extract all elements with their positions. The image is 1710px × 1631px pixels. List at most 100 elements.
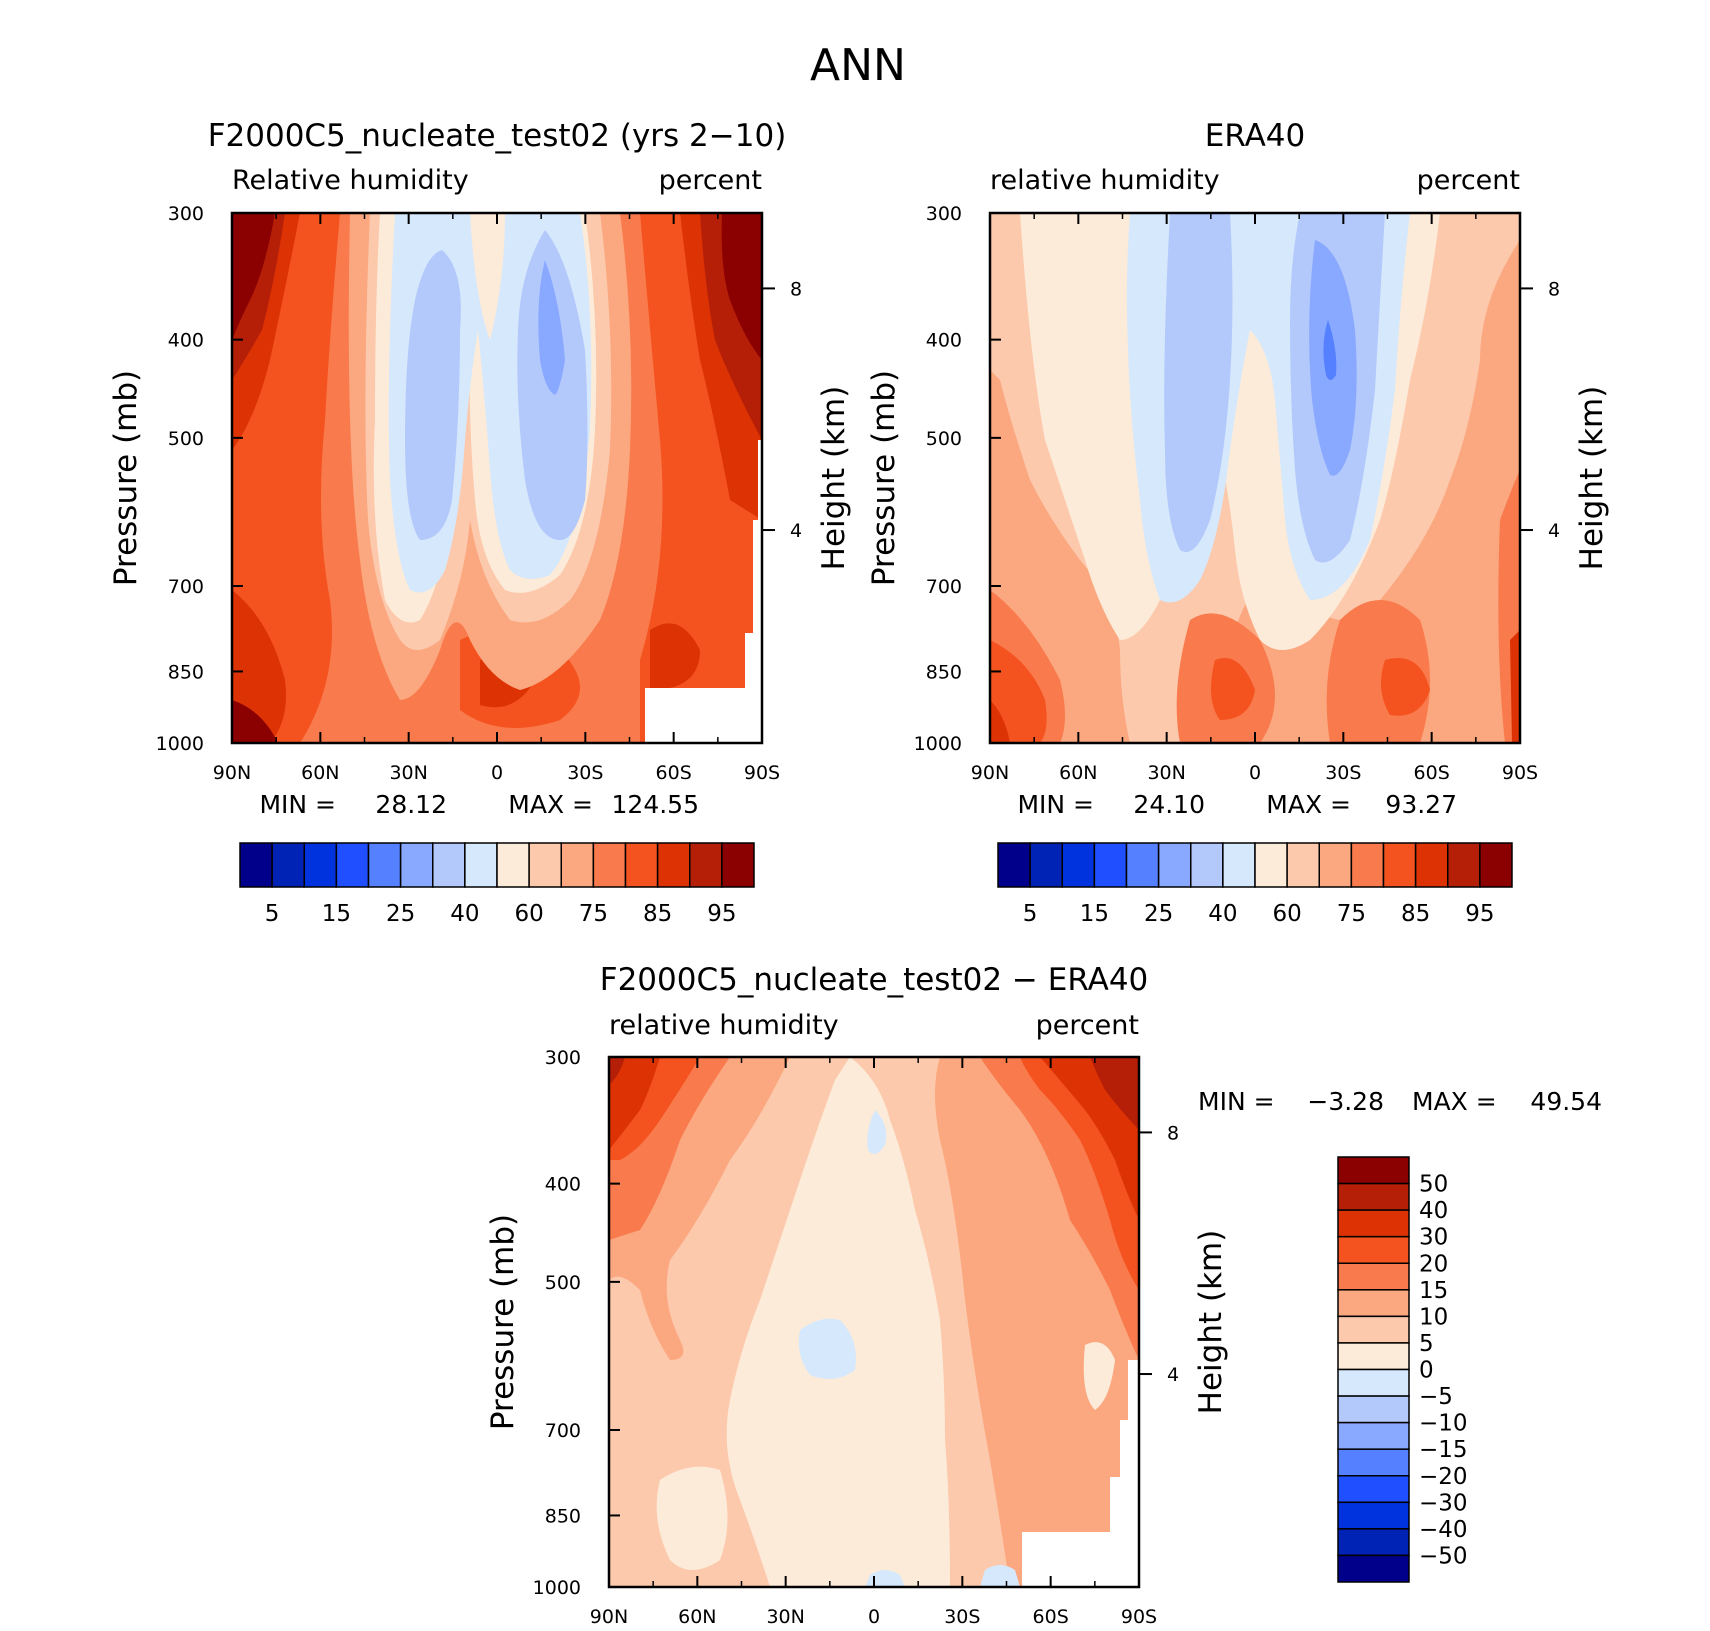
- colorbar-swatch: [689, 842, 723, 888]
- y-tick-label: 1000: [533, 1577, 581, 1599]
- contour-band-40: [609, 1057, 625, 1085]
- colorbar-swatch: [1125, 842, 1160, 888]
- min-label: MIN =: [1198, 1087, 1275, 1116]
- left-string: relative humidity: [609, 1010, 839, 1041]
- colorbar-swatch: [464, 842, 498, 888]
- contour-band-0: [867, 1110, 887, 1154]
- colorbar-label: 15: [1419, 1278, 1448, 1304]
- colorbar-swatch: [1447, 842, 1481, 888]
- contour-band-40: [1090, 1057, 1139, 1130]
- colorbar-swatch: [432, 842, 466, 888]
- right-string: percent: [1417, 165, 1520, 196]
- figure-title: ANN: [810, 40, 906, 91]
- x-tick-label: 30S: [944, 1606, 980, 1628]
- colorbar-swatch: [1337, 1448, 1410, 1477]
- contour-band-0: [980, 1565, 1020, 1587]
- y2-tick-label: 4: [1167, 1364, 1179, 1386]
- colorbar-label: 20: [1419, 1251, 1448, 1277]
- colorbar-swatch: [1337, 1475, 1410, 1504]
- x-tick-label: 60N: [301, 762, 339, 784]
- contour-band-90: [990, 700, 1010, 743]
- right-string: percent: [1036, 1010, 1139, 1041]
- y2-tick-label: 4: [1548, 520, 1560, 542]
- colorbar-label: −15: [1419, 1437, 1468, 1463]
- x-tick-label: 90N: [971, 762, 1009, 784]
- colorbar-swatch: [656, 842, 691, 888]
- colorbar-label: 15: [322, 901, 351, 927]
- y-tick-label: 700: [545, 1420, 581, 1442]
- x-tick-label: 0: [1249, 762, 1261, 784]
- colorbar-label: 40: [1208, 901, 1237, 927]
- x-tick-label: 30S: [567, 762, 603, 784]
- colorbar-swatch: [1190, 842, 1224, 888]
- colorbar-label: 50: [1419, 1172, 1448, 1198]
- y2-tick-label: 4: [790, 520, 802, 542]
- colorbar-swatch: [1061, 842, 1096, 888]
- contour-band-max: [232, 700, 278, 743]
- missing-data: [1022, 1532, 1139, 1587]
- colorbar: 5 15 25 40 60 75 85 95: [239, 842, 755, 927]
- colorbar-swatch: [367, 842, 402, 888]
- y2-tick-label: 8: [1548, 278, 1560, 300]
- colorbar-label: −20: [1419, 1464, 1468, 1490]
- y-tick-label: 300: [545, 1047, 581, 1069]
- y-tick-label: 400: [545, 1174, 581, 1196]
- panel-diff: F2000C5_nucleate_test02 − ERA40 relative…: [485, 962, 1602, 1628]
- colorbar-label: −10: [1419, 1411, 1468, 1437]
- min-value: −3.28: [1307, 1087, 1384, 1116]
- min-value: 28.12: [375, 790, 447, 819]
- colorbar-swatch: [1157, 842, 1192, 888]
- contour-field: [990, 213, 1520, 743]
- x-tick-label: 90S: [744, 762, 780, 784]
- y-tick-label: 500: [545, 1272, 581, 1294]
- colorbar: 5 15 25 40 60 75 85 95: [997, 842, 1513, 927]
- colorbar-swatch: [1337, 1156, 1410, 1185]
- x-tick-label: 0: [491, 762, 503, 784]
- axes: 90N 60N 30N 0 30S 60S 90S 300 400 500 700 850 1000 8 4…: [866, 203, 1610, 784]
- y-tick-label: 500: [168, 428, 204, 450]
- colorbar-swatch: [1337, 1554, 1410, 1583]
- contour-band-5: [1083, 1342, 1115, 1410]
- left-string: Relative humidity: [232, 165, 469, 196]
- y-tick-label: 400: [926, 330, 962, 352]
- colorbar-swatch: [721, 842, 755, 888]
- x-tick-label: 60N: [1059, 762, 1097, 784]
- missing-data: [1110, 1477, 1139, 1532]
- colorbar-label: 85: [1401, 901, 1430, 927]
- x-tick-label: 90S: [1121, 1606, 1157, 1628]
- panel-title: F2000C5_nucleate_test02 (yrs 2−10): [208, 118, 787, 154]
- colorbar-label: 30: [1419, 1225, 1448, 1251]
- contour-band-85: [1211, 658, 1255, 720]
- colorbar-label: 75: [1337, 901, 1366, 927]
- y-axis-title: Pressure (mb): [108, 370, 144, 586]
- colorbar-swatch: [271, 842, 305, 888]
- axes: 90N 60N 30N 0 30S 60S 90S 300 400 500 700 850 1000 8 4…: [108, 203, 852, 784]
- y-tick-label: 850: [168, 661, 204, 683]
- colorbar-label: 5: [265, 901, 280, 927]
- contour-field: [232, 213, 762, 743]
- colorbar-swatch: [1337, 1368, 1410, 1397]
- colorbar-label: 0: [1419, 1358, 1434, 1384]
- x-tick-label: 60N: [678, 1606, 716, 1628]
- x-tick-label: 30N: [389, 762, 427, 784]
- y-tick-label: 850: [926, 661, 962, 683]
- x-tick-label: 30N: [766, 1606, 804, 1628]
- contour-band-90: [650, 623, 700, 690]
- colorbar-swatch: [1337, 1315, 1410, 1344]
- axes: 90N 60N 30N 0 30S 60S 90S 300 400 500 700 850 1000 8 4…: [485, 1047, 1229, 1628]
- x-tick-label: 60S: [656, 762, 692, 784]
- colorbar-label: 40: [1419, 1198, 1448, 1224]
- colorbar-swatch: [1337, 1421, 1410, 1450]
- colorbar-swatch: [1337, 1262, 1410, 1291]
- colorbar-swatch: [1337, 1528, 1410, 1557]
- colorbar-swatch: [1350, 842, 1385, 888]
- panel-title: F2000C5_nucleate_test02 − ERA40: [600, 962, 1149, 998]
- y-tick-label: 300: [926, 203, 962, 225]
- colorbar-label: −30: [1419, 1490, 1468, 1516]
- colorbar-label: 10: [1419, 1304, 1448, 1330]
- colorbar-label: 95: [1465, 901, 1494, 927]
- contour-band-90: [1510, 630, 1520, 743]
- max-label: MAX =: [1266, 790, 1351, 819]
- x-tick-label: 90S: [1502, 762, 1538, 784]
- contour-band-85: [1381, 658, 1430, 716]
